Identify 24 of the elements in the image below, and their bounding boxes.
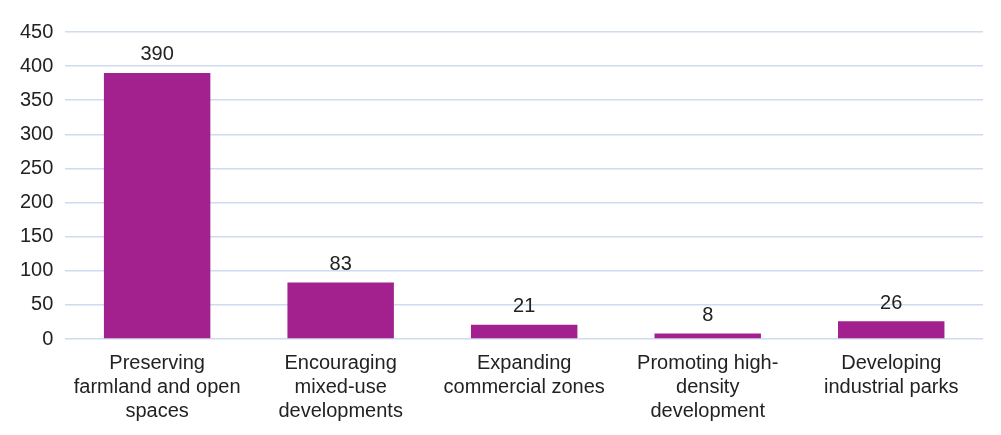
data-label: 26 <box>880 290 903 313</box>
bar <box>838 321 945 339</box>
y-tick-label: 400 <box>19 53 54 76</box>
data-label: 390 <box>140 42 174 65</box>
x-tick-label: Promoting high-density development <box>637 350 779 421</box>
bar <box>470 324 578 339</box>
y-tick-label: 300 <box>19 121 54 144</box>
y-tick-label: 450 <box>19 19 54 42</box>
y-tick-label: 0 <box>42 326 54 349</box>
data-label: 83 <box>329 251 352 274</box>
data-label: 8 <box>702 303 714 326</box>
bar <box>103 72 211 339</box>
data-label: 21 <box>513 294 536 317</box>
y-tick-label: 350 <box>19 87 54 110</box>
y-tick-label: 50 <box>31 292 54 315</box>
x-tick-label: Developing industrial parks <box>823 350 959 397</box>
x-tick-label: Preserving farmland and open spaces <box>73 350 241 421</box>
y-tick-label: 250 <box>19 155 54 178</box>
y-tick-label: 150 <box>19 224 54 247</box>
y-tick-label: 200 <box>19 190 54 213</box>
y-tick-label: 100 <box>19 258 54 281</box>
bar <box>287 282 394 339</box>
x-tick-label: Expanding commercial zones <box>443 350 605 397</box>
x-tick-label: Encouraging mixed-use developments <box>278 350 403 421</box>
